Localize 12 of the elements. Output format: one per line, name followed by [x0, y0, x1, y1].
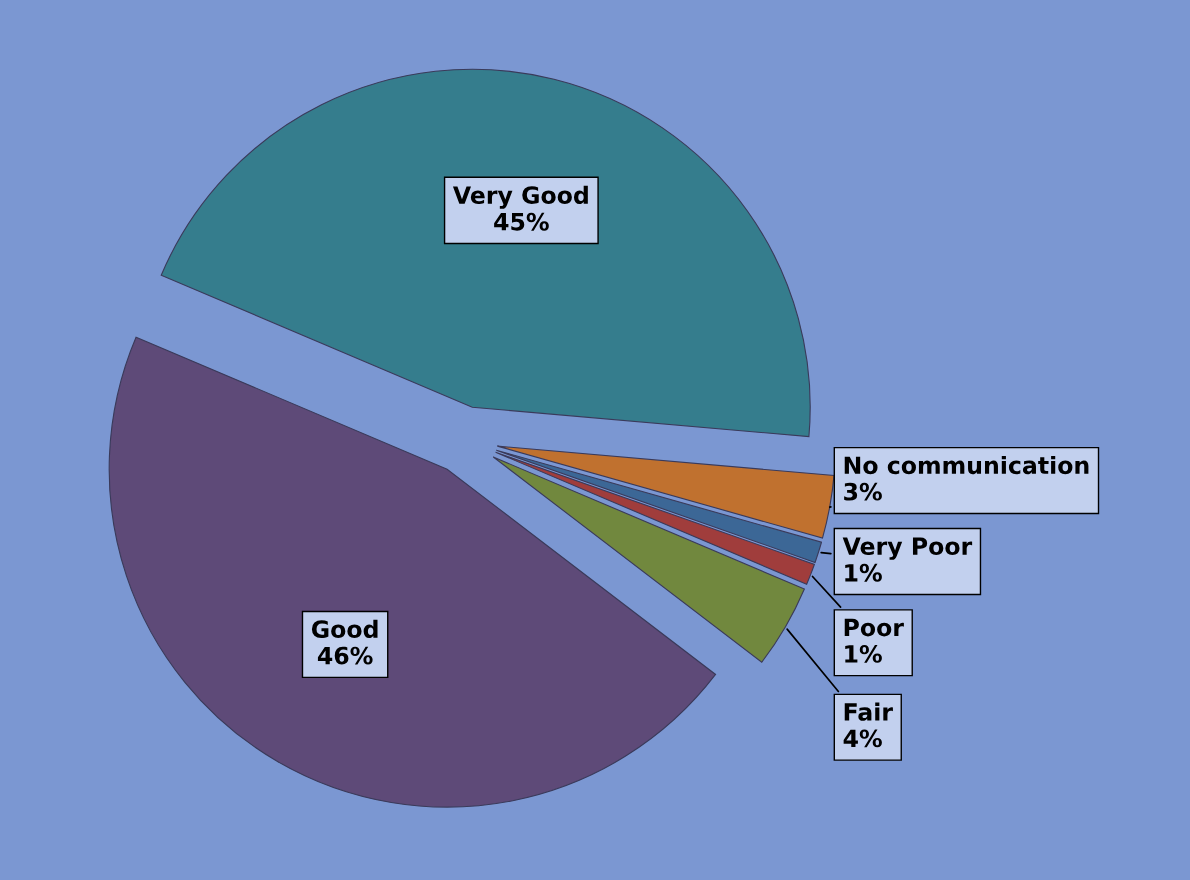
data-label: 46%: [317, 646, 373, 665]
slice-label: Very Poor: [842, 537, 973, 560]
slice-label: Fair: [844, 702, 893, 721]
data-label: 1%: [845, 563, 882, 582]
data-label: 1%: [845, 644, 882, 663]
slice-label: Very Good: [452, 185, 588, 209]
data-label: 45%: [494, 212, 549, 231]
slice-label: No communication: [844, 455, 1089, 475]
data-label: 3%: [844, 482, 882, 501]
slice-label: Good: [311, 619, 378, 639]
data-label: 4%: [843, 729, 882, 748]
slice-label: Poor: [844, 618, 904, 637]
